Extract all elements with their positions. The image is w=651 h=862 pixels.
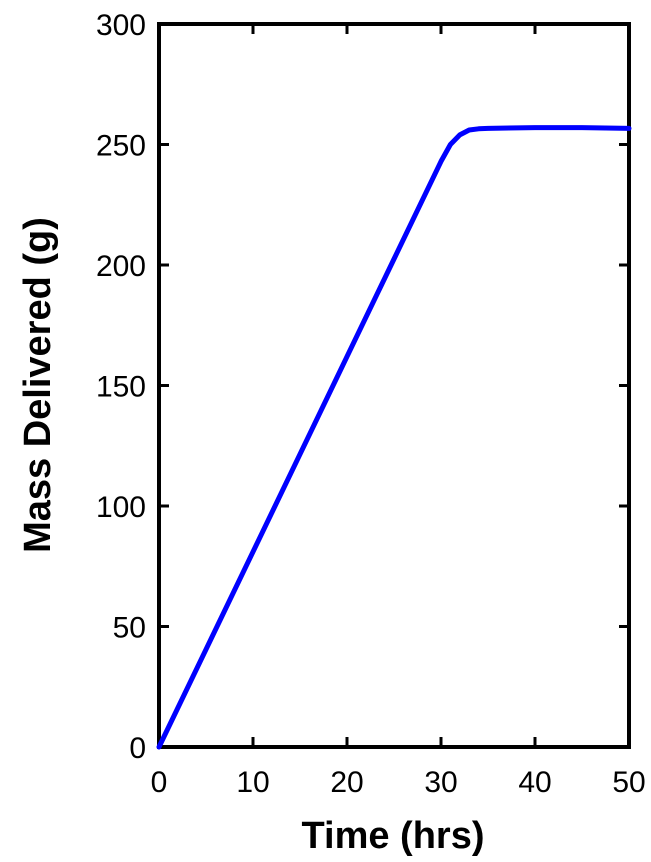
y-tick-label: 200: [96, 250, 146, 283]
y-tick-label: 300: [96, 9, 146, 42]
plot-frame: [157, 22, 631, 749]
x-tick-label: 0: [151, 766, 168, 799]
x-tick-label: 30: [424, 766, 457, 799]
plot-area: [157, 22, 631, 749]
y-axis-title: Mass Delivered (g): [17, 217, 59, 553]
x-tick-label: 40: [518, 766, 551, 799]
x-tick-label: 10: [236, 766, 269, 799]
y-tick-label: 250: [96, 130, 146, 163]
y-tick-label: 0: [129, 732, 146, 765]
x-tick-label: 20: [330, 766, 363, 799]
y-tick-label: 150: [96, 371, 146, 404]
series-line: [156, 125, 632, 750]
y-tick-label: 50: [113, 612, 146, 645]
y-tick-label: 100: [96, 491, 146, 524]
tick-labels: 0 10 20 30 40 50 0 50 100 150 200 250 300: [96, 9, 646, 799]
x-tick-label: 50: [612, 766, 645, 799]
x-axis-title: Time (hrs): [301, 815, 484, 857]
axis-ticks: [159, 24, 629, 747]
series-layer: [156, 125, 632, 750]
